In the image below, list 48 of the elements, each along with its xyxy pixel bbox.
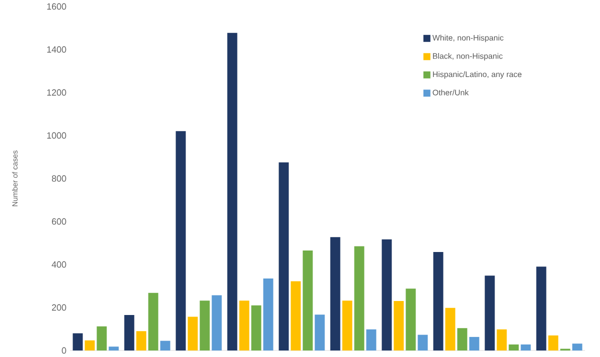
bar (124, 314, 134, 350)
bar (484, 276, 495, 350)
bar (72, 333, 83, 350)
y-tick-label: 1400 (47, 46, 66, 53)
bar (212, 295, 222, 350)
bar (239, 300, 250, 350)
bar (572, 343, 582, 350)
bar (445, 308, 456, 350)
bar (382, 239, 392, 350)
bar (160, 340, 170, 350)
bar (496, 329, 507, 350)
bar (251, 305, 262, 350)
bar (366, 329, 376, 350)
bar (314, 314, 325, 350)
y-tick-label: 1200 (47, 89, 66, 96)
bar (278, 162, 289, 350)
bar (96, 326, 107, 350)
bar (227, 32, 238, 350)
bar (469, 336, 480, 350)
bar (508, 344, 519, 350)
bar (200, 300, 210, 350)
bar (330, 237, 340, 350)
y-tick-label: 1000 (47, 132, 66, 139)
bar (136, 330, 146, 350)
bar (188, 316, 198, 350)
y-tick-label: 1600 (47, 3, 66, 10)
y-tick-label: 0 (62, 347, 66, 354)
bar (84, 340, 95, 350)
y-tick-label: 200 (52, 304, 66, 311)
bar (148, 292, 158, 350)
bar (176, 131, 186, 350)
bar (520, 344, 531, 350)
bar (418, 334, 428, 350)
y-tick-label: 600 (52, 218, 66, 225)
bar (394, 300, 404, 350)
bar (290, 281, 301, 350)
bar (536, 266, 546, 350)
y-tick-label: 400 (52, 261, 66, 268)
bar (263, 278, 274, 350)
bar (433, 252, 444, 350)
bar (406, 288, 416, 350)
bar (342, 300, 352, 350)
bar (354, 246, 364, 350)
bar (548, 335, 558, 350)
y-tick-label: 800 (52, 175, 66, 182)
bar (108, 346, 119, 350)
bar (302, 250, 313, 350)
bar (457, 328, 468, 350)
